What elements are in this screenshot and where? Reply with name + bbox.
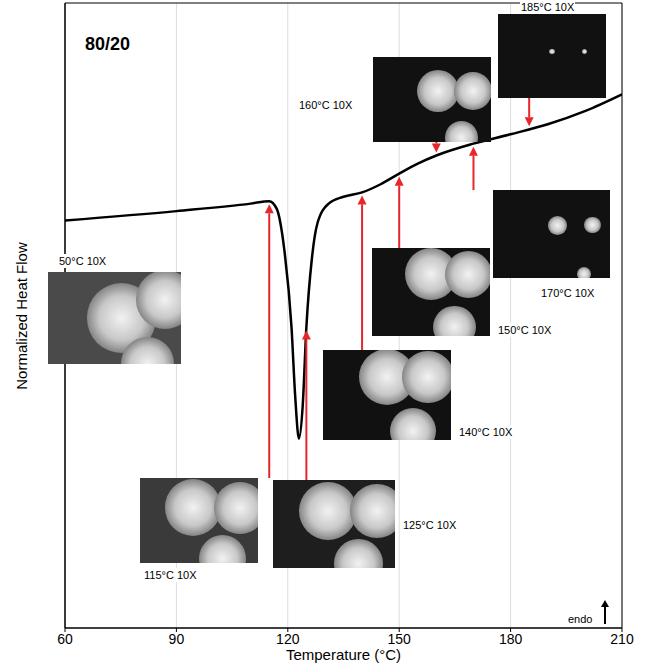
html-text:endo: endo [568, 613, 593, 625]
html-text:Temperature (°C): Temperature (°C) [285, 646, 402, 663]
svg-text:60: 60 [57, 631, 73, 647]
html-text:80/20: 80/20 [85, 34, 130, 54]
html-text:125°C 10X: 125°C 10X [403, 519, 457, 531]
svg-text:150: 150 [388, 631, 412, 647]
html-text:50°C 10X: 50°C 10X [59, 255, 107, 267]
svg-text:120: 120 [276, 631, 300, 647]
html-text:170°C 10X: 170°C 10X [541, 287, 595, 299]
html-text:150°C 10X: 150°C 10X [498, 324, 552, 336]
html-text:115°C 10X: 115°C 10X [144, 569, 197, 581]
html-text:160°C 10X: 160°C 10X [299, 99, 353, 111]
svg-text:210: 210 [610, 631, 634, 647]
html-text:Normalized Heat Flow: Normalized Heat Flow [13, 241, 30, 390]
svg-text:180: 180 [499, 631, 523, 647]
svg-text:90: 90 [169, 631, 185, 647]
html-text:185°C 10X: 185°C 10X [521, 1, 575, 13]
html-text:140°C 10X: 140°C 10X [459, 426, 513, 438]
